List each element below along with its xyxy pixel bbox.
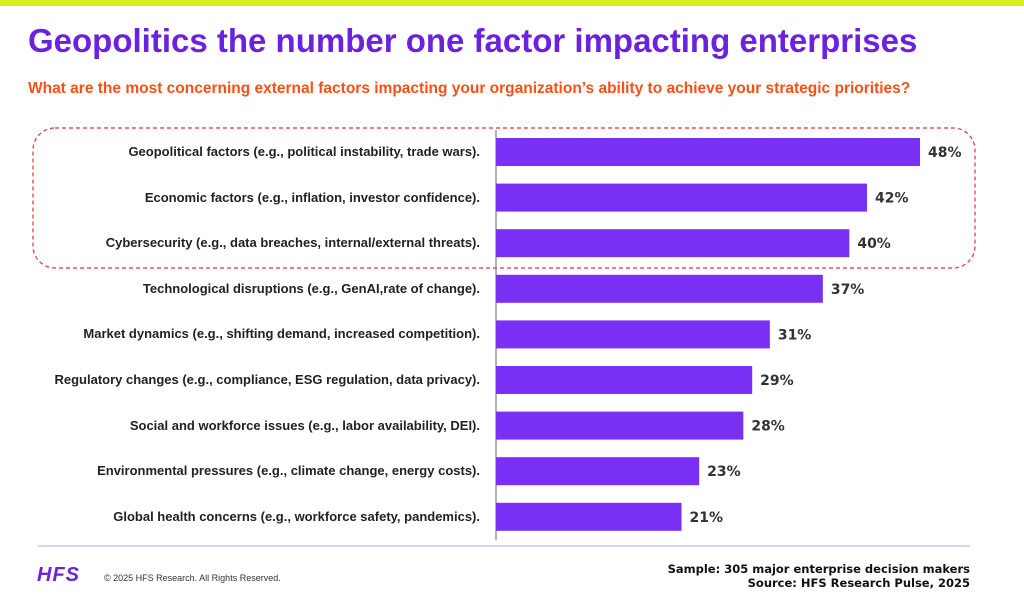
bar: [496, 274, 823, 303]
category-label: Geopolitical factors (e.g., political in…: [128, 144, 480, 159]
category-label: Global health concerns (e.g., workforce …: [113, 508, 480, 524]
category-label: Market dynamics (e.g., shifting demand, …: [83, 326, 480, 342]
logo: HFS: [37, 564, 80, 586]
bar: [496, 229, 850, 258]
copyright: © 2025 HFS Research. All Rights Reserved…: [104, 573, 281, 583]
chart-title: Geopolitics the number one factor impact…: [28, 22, 918, 59]
bar: [496, 138, 920, 166]
bar: [496, 320, 770, 349]
bar: [496, 457, 700, 486]
source-note: Source: HFS Research Pulse, 2025: [747, 576, 970, 590]
value-label: 21%: [690, 510, 724, 526]
category-label: Economic factors (e.g., inflation, inves…: [144, 189, 480, 205]
highlight-box: [32, 127, 976, 269]
category-label: Regulatory changes (e.g., compliance, ES…: [54, 372, 480, 387]
sample-note: Sample: 305 major enterprise decision ma…: [667, 562, 970, 576]
value-label: 37%: [831, 282, 865, 298]
category-label: Technological disruptions (e.g., GenAI,r…: [142, 280, 480, 296]
value-label: 40%: [857, 236, 891, 252]
bar: [496, 502, 682, 531]
value-label: 29%: [760, 373, 794, 389]
top-stripe: [0, 0, 1024, 6]
chart-subtitle: What are the most concerning external fa…: [28, 80, 911, 97]
bar: [496, 411, 744, 440]
category-label: Social and workforce issues (e.g., labor…: [129, 417, 480, 433]
value-label: 48%: [928, 145, 962, 161]
category-label: Cybersecurity (e.g., data breaches, inte…: [105, 235, 480, 251]
bar: [496, 366, 753, 394]
value-label: 31%: [778, 327, 812, 343]
category-label: Environmental pressures (e.g., climate c…: [97, 463, 480, 479]
bar: [496, 183, 867, 212]
value-label: 28%: [751, 419, 785, 435]
value-label: 23%: [707, 464, 741, 480]
value-label: 42%: [875, 191, 909, 207]
